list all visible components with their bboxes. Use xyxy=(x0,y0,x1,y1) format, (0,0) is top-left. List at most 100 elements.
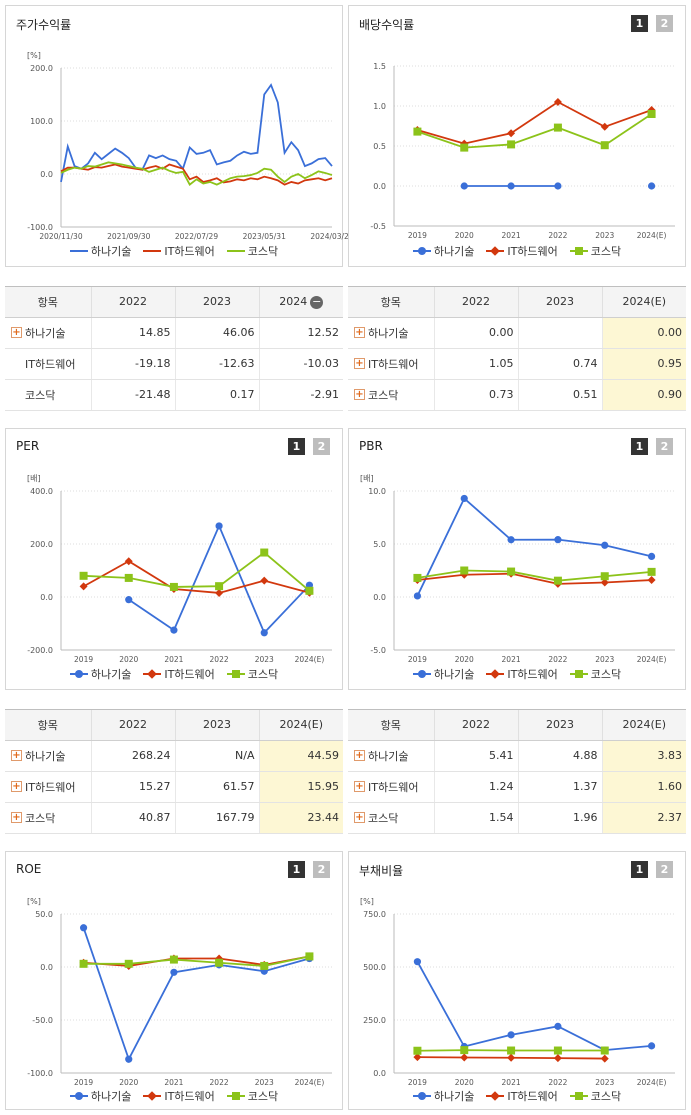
data-point xyxy=(170,968,178,976)
legend-swatch xyxy=(69,247,88,255)
data-point xyxy=(507,536,515,544)
legend-item[interactable]: 하나기술 xyxy=(412,243,474,259)
legend-item[interactable]: 하나기술 xyxy=(412,666,474,682)
column-header: 항목 xyxy=(348,287,434,318)
expand-icon[interactable]: + xyxy=(354,389,365,400)
legend-item[interactable]: IT하드웨어 xyxy=(143,243,215,259)
row-label[interactable]: + IT하드웨어 xyxy=(348,348,434,380)
legend-item[interactable]: 하나기술 xyxy=(412,1088,474,1104)
row-label[interactable]: + 코스닥 xyxy=(348,802,434,834)
x-tick-label: 2024(E) xyxy=(637,231,667,240)
data-point xyxy=(460,1053,469,1062)
row-label[interactable]: + 하나기술 xyxy=(5,317,91,349)
data-point xyxy=(125,596,133,604)
expand-icon[interactable]: + xyxy=(354,327,365,338)
legend-label: IT하드웨어 xyxy=(507,1090,558,1103)
legend-item[interactable]: 코스닥 xyxy=(569,243,621,259)
expand-icon[interactable]: + xyxy=(354,358,365,369)
x-tick-label: 2020 xyxy=(455,231,474,240)
expand-icon[interactable]: + xyxy=(11,781,22,792)
table-cell: 4.88 xyxy=(517,740,602,772)
legend-swatch xyxy=(412,670,431,678)
legend-label: 하나기술 xyxy=(90,245,132,258)
segment-2-button[interactable]: 2 xyxy=(313,861,330,878)
row-label[interactable]: + IT하드웨어 xyxy=(5,771,91,803)
table-cell: 1.37 xyxy=(517,771,602,803)
expand-icon[interactable]: + xyxy=(354,812,365,823)
data-point xyxy=(553,98,562,106)
segment-2-button[interactable]: 2 xyxy=(313,438,330,455)
series-line xyxy=(417,113,653,149)
legend-swatch xyxy=(412,1092,431,1100)
row-label[interactable]: + 하나기술 xyxy=(5,740,91,772)
expand-icon[interactable]: + xyxy=(11,750,22,761)
table-row: + 코스닥 1.54 1.96 2.37 xyxy=(348,802,686,834)
table-cell: 2.37 xyxy=(601,802,686,834)
x-tick-label: 2020/11/30 xyxy=(39,232,82,241)
data-point xyxy=(647,567,656,576)
table-cell: 40.87 xyxy=(90,802,175,834)
legend-item[interactable]: IT하드웨어 xyxy=(143,1088,215,1104)
data-point xyxy=(554,536,562,544)
table-row: + 하나기술 268.24 N/A 44.59 xyxy=(5,740,343,772)
data-point xyxy=(125,1055,133,1063)
legend-item[interactable]: 하나기술 xyxy=(69,1088,131,1104)
segment-1-button[interactable]: 1 xyxy=(631,15,648,32)
series-line xyxy=(417,572,652,585)
row-label[interactable]: + 코스닥 xyxy=(5,802,91,834)
column-header: 2022 xyxy=(433,287,518,318)
legend-item[interactable]: 코스닥 xyxy=(569,1088,621,1104)
x-tick-label: 2023 xyxy=(255,655,274,664)
row-label[interactable]: + 코스닥 xyxy=(348,379,434,411)
row-label[interactable]: + 하나기술 xyxy=(348,740,434,772)
table-cell: 0.90 xyxy=(601,379,686,411)
legend-item[interactable]: 하나기술 xyxy=(69,666,131,682)
legend-item[interactable]: 하나기술 xyxy=(69,243,132,259)
segment-1-button[interactable]: 1 xyxy=(288,861,305,878)
x-tick-label: 2023 xyxy=(595,1078,614,1087)
column-header: 2024(E) xyxy=(601,287,686,318)
legend-label: IT하드웨어 xyxy=(507,668,558,681)
data-point xyxy=(460,143,469,152)
legend-item[interactable]: IT하드웨어 xyxy=(486,1088,558,1104)
segment-2-button[interactable]: 2 xyxy=(656,861,673,878)
y-tick-label: 500.0 xyxy=(363,963,386,972)
expand-icon[interactable]: + xyxy=(11,812,22,823)
x-tick-label: 2022 xyxy=(548,231,567,240)
collapse-icon[interactable]: − xyxy=(310,294,324,309)
y-tick-label: 400.0 xyxy=(30,487,53,496)
table-cell: 3.83 xyxy=(601,740,686,772)
row-label[interactable]: + IT하드웨어 xyxy=(348,771,434,803)
data-point xyxy=(413,1046,422,1055)
legend-swatch xyxy=(569,670,588,678)
data-point xyxy=(553,1054,562,1063)
legend-label: IT하드웨어 xyxy=(507,245,558,258)
price-chart-panel: 주가수익률 [%] 200.0 100.0 0.0 -100.0 2020/11/30 20… xyxy=(5,5,354,267)
expand-icon[interactable]: + xyxy=(354,750,365,761)
legend-item[interactable]: 코스닥 xyxy=(569,666,621,682)
data-point xyxy=(124,557,133,566)
legend-item[interactable]: IT하드웨어 xyxy=(143,666,215,682)
legend-item[interactable]: 코스닥 xyxy=(226,666,279,682)
segment-1-button[interactable]: 1 xyxy=(631,438,648,455)
segment-2-button[interactable]: 2 xyxy=(656,438,673,455)
legend-item[interactable]: 코스닥 xyxy=(226,1088,278,1104)
expand-icon[interactable]: + xyxy=(354,781,365,792)
segment-1-button[interactable]: 1 xyxy=(288,438,305,455)
chart-title: 배당수익률 xyxy=(359,18,415,32)
legend-item[interactable]: 코스닥 xyxy=(226,243,278,259)
legend-item[interactable]: IT하드웨어 xyxy=(486,243,558,259)
expand-icon[interactable]: + xyxy=(11,327,22,338)
x-tick-label: 2021 xyxy=(164,655,183,664)
x-tick-label: 2021 xyxy=(502,231,521,240)
data-point xyxy=(413,958,422,966)
segment-2-button[interactable]: 2 xyxy=(656,15,673,32)
unit-label: [배] xyxy=(27,474,41,483)
legend-label: 코스닥 xyxy=(247,668,279,681)
segment-1-button[interactable]: 1 xyxy=(631,861,648,878)
row-label[interactable]: + 하나기술 xyxy=(348,317,434,349)
series-line xyxy=(60,163,333,186)
legend-item[interactable]: IT하드웨어 xyxy=(486,666,558,682)
table-row: + 하나기술 0.00 0.00 xyxy=(348,317,686,349)
series-line xyxy=(83,551,310,592)
